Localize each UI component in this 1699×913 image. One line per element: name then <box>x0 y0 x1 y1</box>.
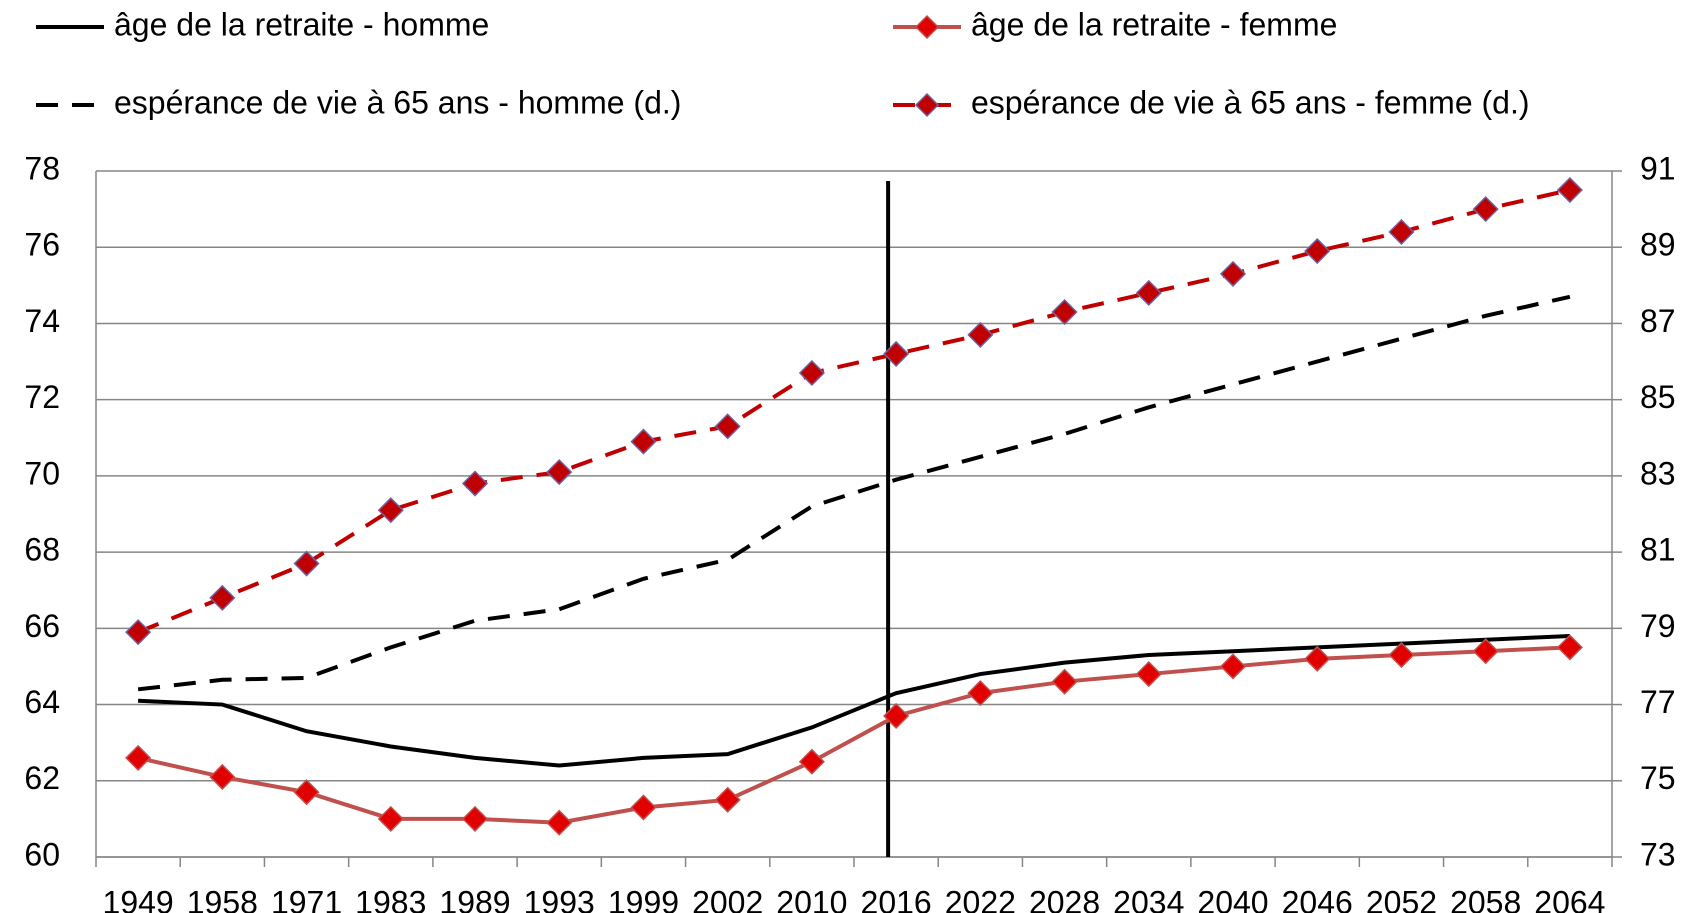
marker <box>883 340 910 367</box>
y2-tick-label: 89 <box>1640 227 1676 263</box>
y2-tick-label: 73 <box>1640 836 1676 872</box>
marker <box>798 359 825 387</box>
marker <box>1304 645 1331 672</box>
marker <box>461 805 489 832</box>
x-tick-label: 2052 <box>1366 884 1437 913</box>
marker <box>1388 218 1415 246</box>
marker <box>209 584 236 611</box>
marker <box>1472 638 1499 665</box>
y-tick-label: 62 <box>24 760 60 796</box>
y2-tick-label: 77 <box>1640 684 1676 720</box>
marker <box>293 779 320 806</box>
x-tick-label: 2016 <box>861 884 932 913</box>
x-tick-label: 2022 <box>945 884 1016 913</box>
marker <box>967 321 994 348</box>
y-tick-label: 70 <box>24 455 60 491</box>
marker <box>209 763 236 791</box>
x-tick-label: 1999 <box>608 884 679 913</box>
y2-tick-label: 75 <box>1640 760 1676 796</box>
x-tick-label: 2058 <box>1450 884 1521 913</box>
marker <box>1135 661 1162 688</box>
marker <box>1051 298 1078 326</box>
x-tick-label: 1993 <box>524 884 595 913</box>
marker <box>293 550 320 577</box>
marker <box>1219 260 1247 287</box>
y-tick-label: 74 <box>24 303 60 339</box>
marker <box>125 744 152 771</box>
marker <box>377 497 404 524</box>
marker <box>967 680 994 707</box>
marker <box>714 786 741 813</box>
x-tick-label: 2046 <box>1282 884 1353 913</box>
x-tick-label: 1983 <box>355 884 426 913</box>
marker <box>798 748 825 775</box>
series-line <box>137 188 1571 634</box>
marker <box>377 805 404 832</box>
y-tick-label: 68 <box>24 532 60 568</box>
marker <box>1304 237 1331 265</box>
x-tick-label: 1958 <box>187 884 258 913</box>
x-tick-label: 2028 <box>1029 884 1100 913</box>
x-tick-label: 1949 <box>103 884 174 913</box>
x-tick-label: 2002 <box>692 884 763 913</box>
y-tick-label: 72 <box>24 379 60 415</box>
y2-tick-label: 81 <box>1640 532 1676 568</box>
x-tick-label: 2064 <box>1534 884 1605 913</box>
series-line <box>137 645 1570 825</box>
marker <box>1556 176 1583 204</box>
legend-label: espérance de vie à 65 ans - femme (d.) <box>971 84 1530 120</box>
legend-label: âge de la retraite - homme <box>114 6 489 42</box>
y-tick-label: 76 <box>24 227 60 263</box>
x-tick-label: 1971 <box>271 884 342 913</box>
series-line <box>137 294 1571 692</box>
marker <box>1472 196 1499 223</box>
marker <box>883 702 910 730</box>
x-tick-label: 2040 <box>1197 884 1268 913</box>
legend-marker <box>914 14 940 40</box>
marker <box>1556 634 1583 661</box>
marker <box>546 809 573 836</box>
marker <box>461 470 489 497</box>
marker <box>546 459 573 486</box>
marker <box>1388 641 1415 669</box>
marker <box>714 413 741 440</box>
legend-marker <box>914 92 940 118</box>
y2-tick-label: 83 <box>1640 455 1676 491</box>
y-tick-label: 60 <box>24 836 60 872</box>
legend-label: âge de la retraite - femme <box>971 6 1337 42</box>
marker <box>630 428 657 455</box>
y2-tick-label: 85 <box>1640 379 1676 415</box>
y2-tick-label: 87 <box>1640 303 1676 339</box>
marker <box>1135 279 1162 307</box>
x-tick-label: 1989 <box>439 884 510 913</box>
y-tick-label: 78 <box>24 150 60 186</box>
y-tick-label: 66 <box>24 608 60 644</box>
marker <box>1219 653 1247 680</box>
legend-label: espérance de vie à 65 ans - homme (d.) <box>114 84 681 120</box>
y2-tick-label: 79 <box>1640 608 1676 644</box>
marker <box>125 619 152 646</box>
x-tick-label: 2010 <box>776 884 847 913</box>
marker <box>1051 668 1078 695</box>
y-tick-label: 64 <box>24 684 60 720</box>
x-tick-label: 2034 <box>1113 884 1184 913</box>
series-line <box>138 633 1570 768</box>
marker <box>630 794 657 821</box>
y2-tick-label: 91 <box>1640 150 1676 186</box>
